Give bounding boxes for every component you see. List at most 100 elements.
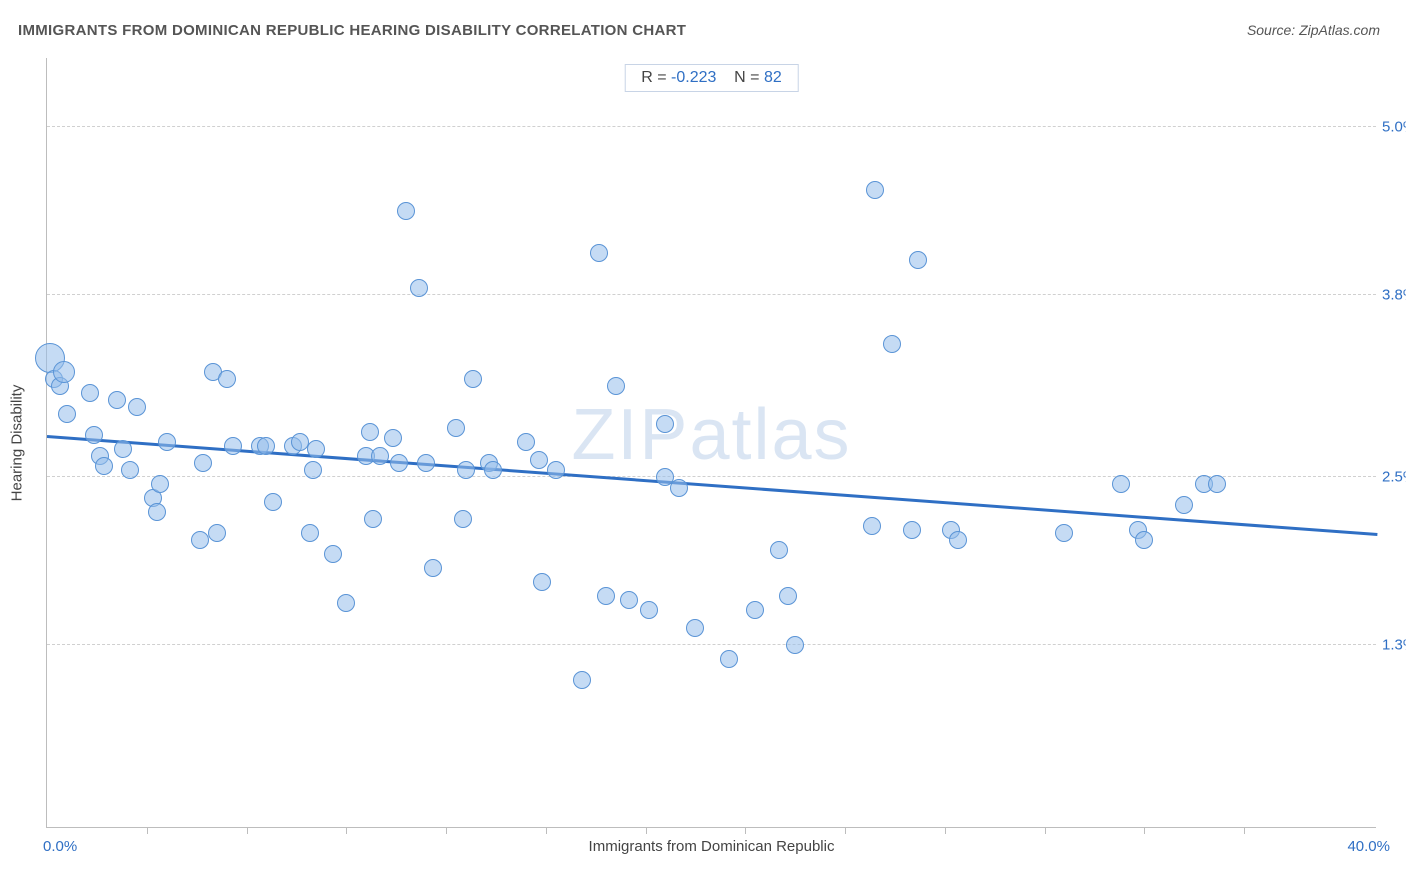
- scatter-point: [530, 451, 548, 469]
- y-axis-title: Hearing Disability: [9, 384, 26, 501]
- x-tick: [745, 827, 746, 834]
- scatter-point: [128, 398, 146, 416]
- scatter-point: [194, 454, 212, 472]
- scatter-point: [390, 454, 408, 472]
- scatter-point: [573, 671, 591, 689]
- scatter-point: [424, 559, 442, 577]
- scatter-point: [361, 423, 379, 441]
- scatter-point: [607, 377, 625, 395]
- scatter-point: [454, 510, 472, 528]
- scatter-point: [324, 545, 342, 563]
- scatter-point: [53, 361, 75, 383]
- trend-line: [47, 435, 1377, 536]
- scatter-point: [779, 587, 797, 605]
- y-tick-label: 5.0%: [1382, 119, 1406, 136]
- scatter-point: [151, 475, 169, 493]
- scatter-point: [883, 335, 901, 353]
- x-tick: [845, 827, 846, 834]
- scatter-point: [484, 461, 502, 479]
- x-tick: [646, 827, 647, 834]
- scatter-point: [597, 587, 615, 605]
- gridline: [47, 644, 1376, 645]
- scatter-point: [1175, 496, 1193, 514]
- n-label: N =: [734, 69, 764, 86]
- scatter-point: [291, 433, 309, 451]
- scatter-point: [208, 524, 226, 542]
- scatter-point: [410, 279, 428, 297]
- scatter-point: [224, 437, 242, 455]
- source-prefix: Source:: [1247, 22, 1299, 38]
- source-name: ZipAtlas.com: [1299, 22, 1380, 38]
- scatter-point: [866, 181, 884, 199]
- scatter-point: [620, 591, 638, 609]
- gridline: [47, 476, 1376, 477]
- scatter-point: [447, 419, 465, 437]
- stats-box: R = -0.223 N = 82: [624, 64, 799, 92]
- x-tick: [945, 827, 946, 834]
- scatter-point: [1112, 475, 1130, 493]
- scatter-point: [148, 503, 166, 521]
- scatter-point: [304, 461, 322, 479]
- scatter-point: [533, 573, 551, 591]
- scatter-point: [95, 457, 113, 475]
- n-value: 82: [764, 69, 782, 86]
- x-tick: [1244, 827, 1245, 834]
- watermark-part-b: atlas: [689, 394, 851, 474]
- scatter-point: [770, 541, 788, 559]
- scatter-point: [108, 391, 126, 409]
- y-tick-label: 2.5%: [1382, 469, 1406, 486]
- scatter-point: [464, 370, 482, 388]
- x-axis-title: Immigrants from Dominican Republic: [589, 838, 835, 855]
- scatter-point: [58, 405, 76, 423]
- watermark: ZIPatlas: [571, 393, 851, 475]
- scatter-point: [1135, 531, 1153, 549]
- scatter-point: [786, 636, 804, 654]
- scatter-point: [590, 244, 608, 262]
- scatter-point: [670, 479, 688, 497]
- scatter-point: [397, 202, 415, 220]
- scatter-point: [257, 437, 275, 455]
- scatter-point: [121, 461, 139, 479]
- scatter-point: [640, 601, 658, 619]
- scatter-point: [364, 510, 382, 528]
- watermark-part-a: ZIP: [571, 394, 689, 474]
- scatter-point: [863, 517, 881, 535]
- scatter-point: [158, 433, 176, 451]
- x-axis-max-label: 40.0%: [1347, 838, 1390, 855]
- r-value: -0.223: [671, 69, 716, 86]
- scatter-point: [218, 370, 236, 388]
- scatter-point: [85, 426, 103, 444]
- scatter-point: [191, 531, 209, 549]
- scatter-point: [656, 415, 674, 433]
- scatter-point: [1208, 475, 1226, 493]
- scatter-point: [547, 461, 565, 479]
- scatter-point: [384, 429, 402, 447]
- scatter-point: [1055, 524, 1073, 542]
- x-tick: [1045, 827, 1046, 834]
- gridline: [47, 294, 1376, 295]
- scatter-point: [720, 650, 738, 668]
- x-tick: [546, 827, 547, 834]
- x-tick: [247, 827, 248, 834]
- scatter-point: [307, 440, 325, 458]
- scatter-point: [517, 433, 535, 451]
- gridline: [47, 126, 1376, 127]
- x-tick: [446, 827, 447, 834]
- chart-title: IMMIGRANTS FROM DOMINICAN REPUBLIC HEARI…: [18, 22, 686, 39]
- scatter-point: [903, 521, 921, 539]
- x-axis-min-label: 0.0%: [43, 838, 77, 855]
- scatter-point: [264, 493, 282, 511]
- scatter-point: [949, 531, 967, 549]
- scatter-plot-area: ZIPatlas Hearing Disability Immigrants f…: [46, 58, 1376, 828]
- scatter-point: [417, 454, 435, 472]
- scatter-point: [81, 384, 99, 402]
- chart-source: Source: ZipAtlas.com: [1247, 22, 1380, 38]
- scatter-point: [371, 447, 389, 465]
- scatter-point: [746, 601, 764, 619]
- r-label: R =: [641, 69, 671, 86]
- x-tick: [147, 827, 148, 834]
- scatter-point: [301, 524, 319, 542]
- y-tick-label: 3.8%: [1382, 287, 1406, 304]
- scatter-point: [909, 251, 927, 269]
- scatter-point: [114, 440, 132, 458]
